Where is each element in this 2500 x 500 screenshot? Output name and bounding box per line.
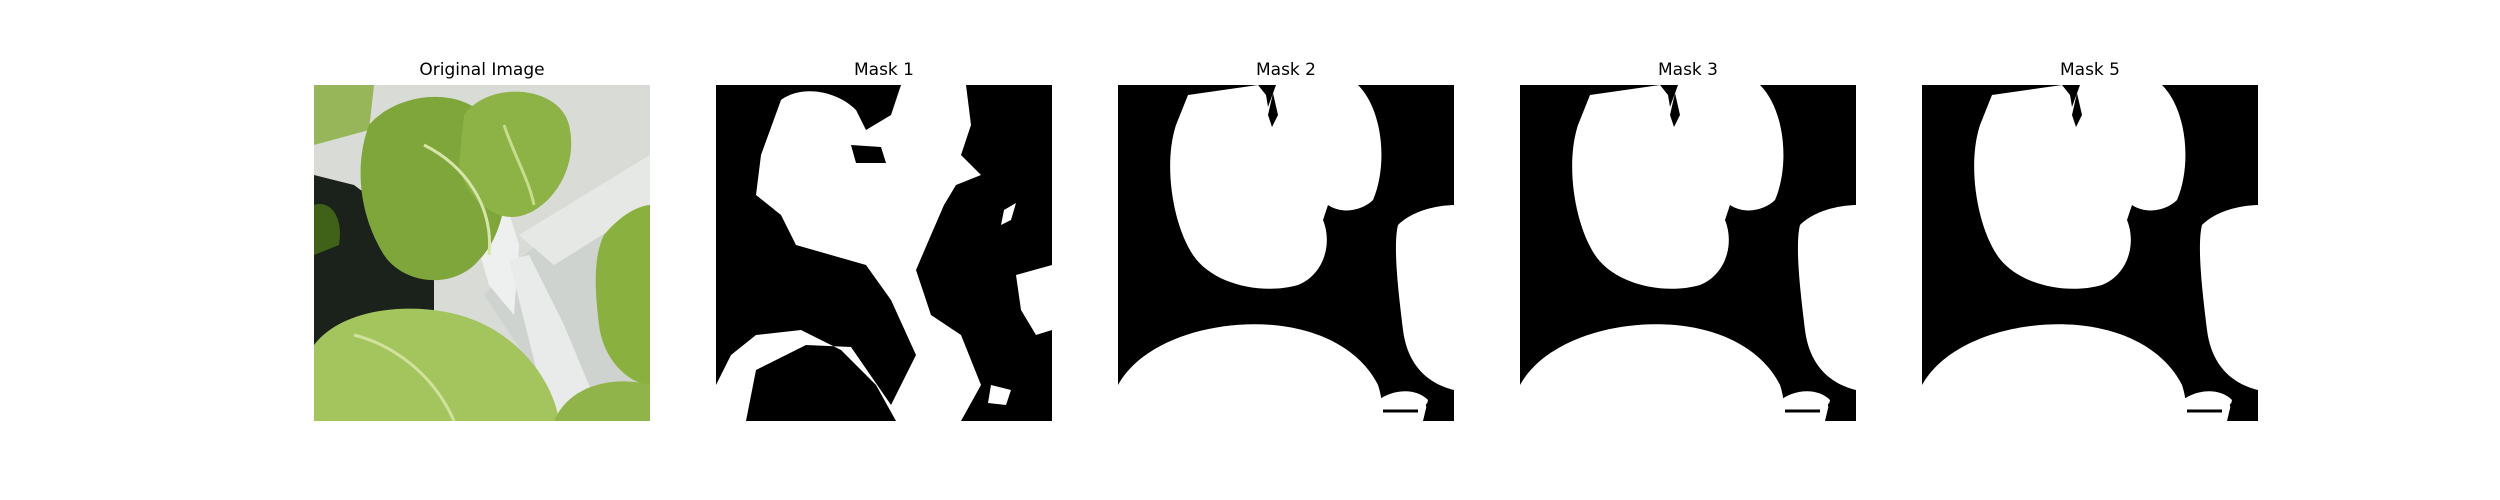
- original-photo: [314, 85, 650, 421]
- panel-title: Mask 5: [2059, 60, 2120, 80]
- panel-title: Original Image: [419, 60, 545, 80]
- panel-title: Mask 1: [853, 60, 914, 80]
- mask-image: [1118, 85, 1454, 421]
- panel-title: Mask 3: [1657, 60, 1718, 80]
- mask-image: [1922, 85, 2258, 421]
- panel-title: Mask 2: [1255, 60, 1316, 80]
- mask-image: [716, 85, 1052, 421]
- mask-image: [1520, 85, 1856, 421]
